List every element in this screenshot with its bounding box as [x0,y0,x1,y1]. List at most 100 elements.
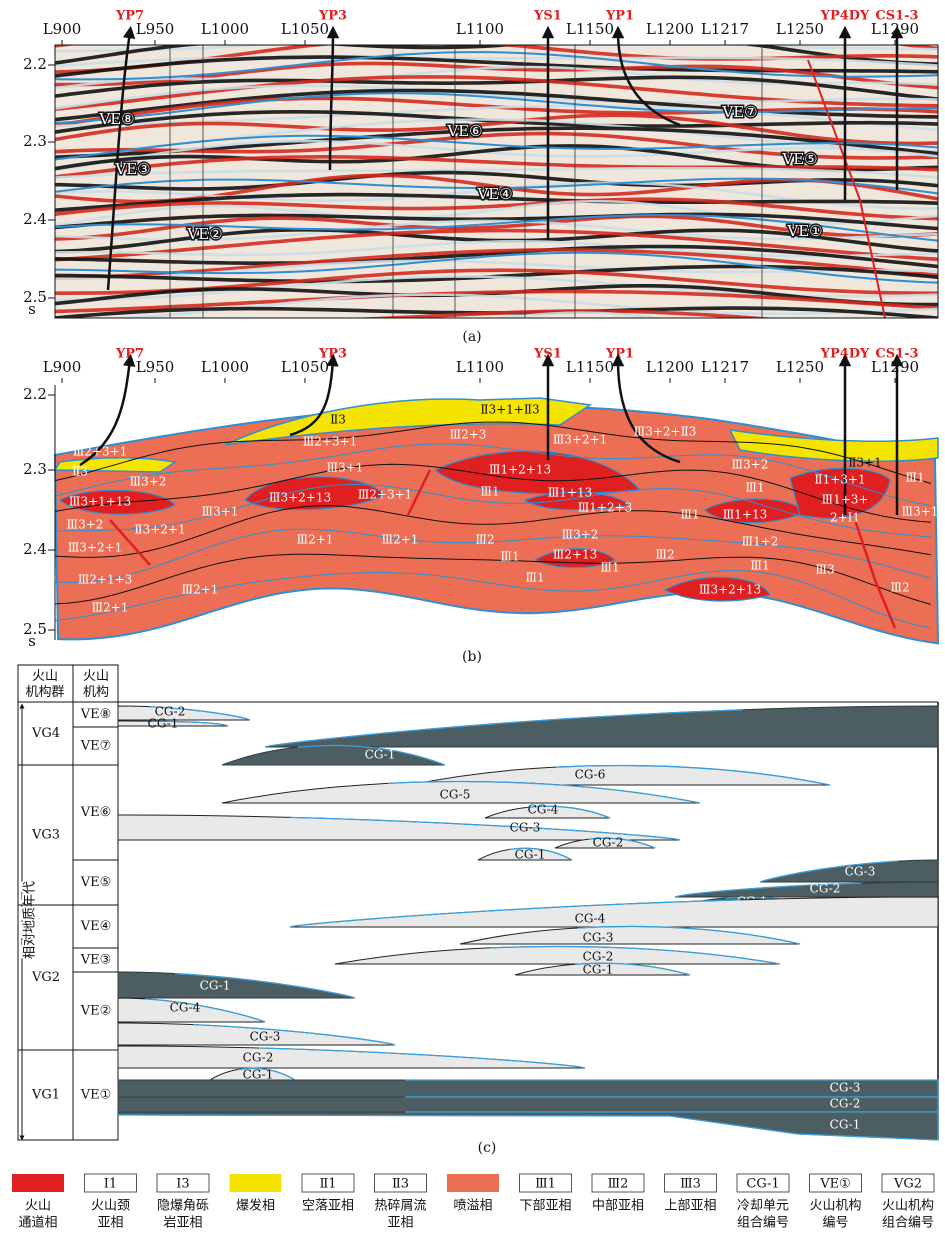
legend-label: 中部亚相 [592,1199,644,1214]
depth-tick-label: 2.2 [23,55,47,73]
edifice-name: VE② [80,1004,112,1019]
fault [109,519,151,566]
depth-tick-label: 2.5 [23,288,47,306]
line-label: L900 [43,358,82,376]
facies-label: Ⅲ2+3+1 [73,445,128,459]
edifice-label: VE② [186,225,222,243]
legend-swatch [374,1173,427,1193]
cooling-unit-label: CG-2 [155,705,186,719]
cooling-unit [221,745,446,766]
conduit-body [663,576,771,602]
legend-label: 火山机构 [882,1199,934,1214]
facies-label: Ⅲ1 [680,508,699,522]
legend-box-text: Ⅲ3 [680,1177,701,1192]
cooling-unit-label: CG-2 [593,836,624,850]
unit-label: s [28,300,36,318]
seismic-reflector [55,219,938,242]
facies-label: Ⅲ1+13 [548,486,593,500]
well-name: YP3 [318,9,347,24]
cooling-unit-label: CG-6 [575,768,606,782]
legend-label: 爆发相 [236,1198,275,1214]
depth-tick-label: 2.2 [23,385,47,403]
cooling-unit-top [477,847,573,861]
legend-label: 组合编号 [737,1216,789,1231]
facies-label: Ⅲ1 [600,561,619,575]
well-name: YP3 [318,347,347,362]
facies-label: Ⅲ1+2+13 [489,463,551,477]
legend-label: 亚相 [387,1216,413,1231]
horizon [55,214,938,242]
group-name: VG1 [31,1088,60,1103]
well-name: YP1 [605,347,634,362]
facies-label: Ⅲ2+1 [92,601,129,615]
cooling-unit-top [484,805,611,819]
seismic-reflector [55,166,938,179]
legend-box-text: VG2 [893,1177,922,1192]
edifice-label: VE⑥ [446,122,482,140]
horizon [55,177,938,195]
facies-label: Ⅲ2 [655,548,674,562]
facies-label: Ⅲ1 [750,559,769,573]
facies-boundary [54,505,932,558]
cooling-unit-top [117,997,266,1023]
line-label: L1050 [281,20,329,38]
horizon [55,251,938,284]
cooling-unit-label: CG-3 [830,1081,861,1095]
horizon [55,134,938,161]
legend-label: 冷却单元 [737,1199,789,1214]
legend-swatch [301,1173,355,1193]
group-name: VG3 [31,828,60,843]
cooling-unit [674,881,939,898]
facies-label: Ⅲ3+2 [130,475,167,489]
cooling-unit-top [209,1067,296,1081]
seismic-reflector [55,155,938,179]
cooling-unit-label: CG-1 [148,717,179,731]
seismic-reflector [55,289,938,314]
cooling-unit-label: CG-1 [365,748,396,762]
facies-boundary [54,483,932,538]
line-label: L1150 [566,20,614,38]
facies-label: Ⅲ2+1 [382,533,419,547]
cooling-unit-label: CG-4 [170,1001,201,1015]
well-name: YP4DY [820,9,870,24]
edifice-label: VE③ [114,160,150,178]
cooling-unit-label: CG-2 [583,950,614,964]
line-label: L950 [136,358,175,376]
legend-box-text: Ⅰ3 [176,1177,189,1192]
facies-label: Ⅲ3+2+1 [68,541,123,555]
seismic-reflector [55,45,938,53]
seismic-reflector [55,75,938,101]
cooling-unit-label: CG-3 [583,931,614,945]
caption: (a) [462,329,481,345]
edifice-name: VE④ [80,919,112,934]
depth-tick-label: 2.4 [23,210,47,228]
facies-label: Ⅲ2+3+1 [358,488,413,502]
line-label: L1000 [201,20,249,38]
legend-label: 火山颈 [91,1199,130,1214]
facies-label: Ⅲ2 [890,581,909,595]
caption: (c) [478,1140,497,1156]
facies-label: Ⅱ3+2+1 [134,523,185,537]
cooling-unit-top [117,720,229,727]
header-line: 机构 [83,685,109,700]
cooling-unit-top [117,705,251,721]
cooling-unit-label: CG-3 [510,821,541,835]
facies-label: Ⅲ1 [905,471,924,485]
cooling-unit-top [334,945,781,965]
line-label: L1217 [701,358,749,376]
line-label: L1200 [646,358,694,376]
cooling-unit-top [117,1111,939,1141]
cooling-unit-label: CG-1 [243,1068,274,1082]
fault [807,59,886,318]
legend-swatch [881,1173,935,1193]
depth-tick-label: 2.4 [23,540,47,558]
line-label: L1100 [456,20,504,38]
cooling-unit-label: CG-1 [583,963,614,977]
seismic-reflector [55,139,938,172]
facies-label: Ⅲ2 [475,533,494,547]
cooling-unit [117,971,356,999]
legend-label: 编号 [822,1216,848,1231]
panel-a: L900 L950 L1000 L1050 L1100 L1150 L1200 L1217 L1… [23,9,939,345]
